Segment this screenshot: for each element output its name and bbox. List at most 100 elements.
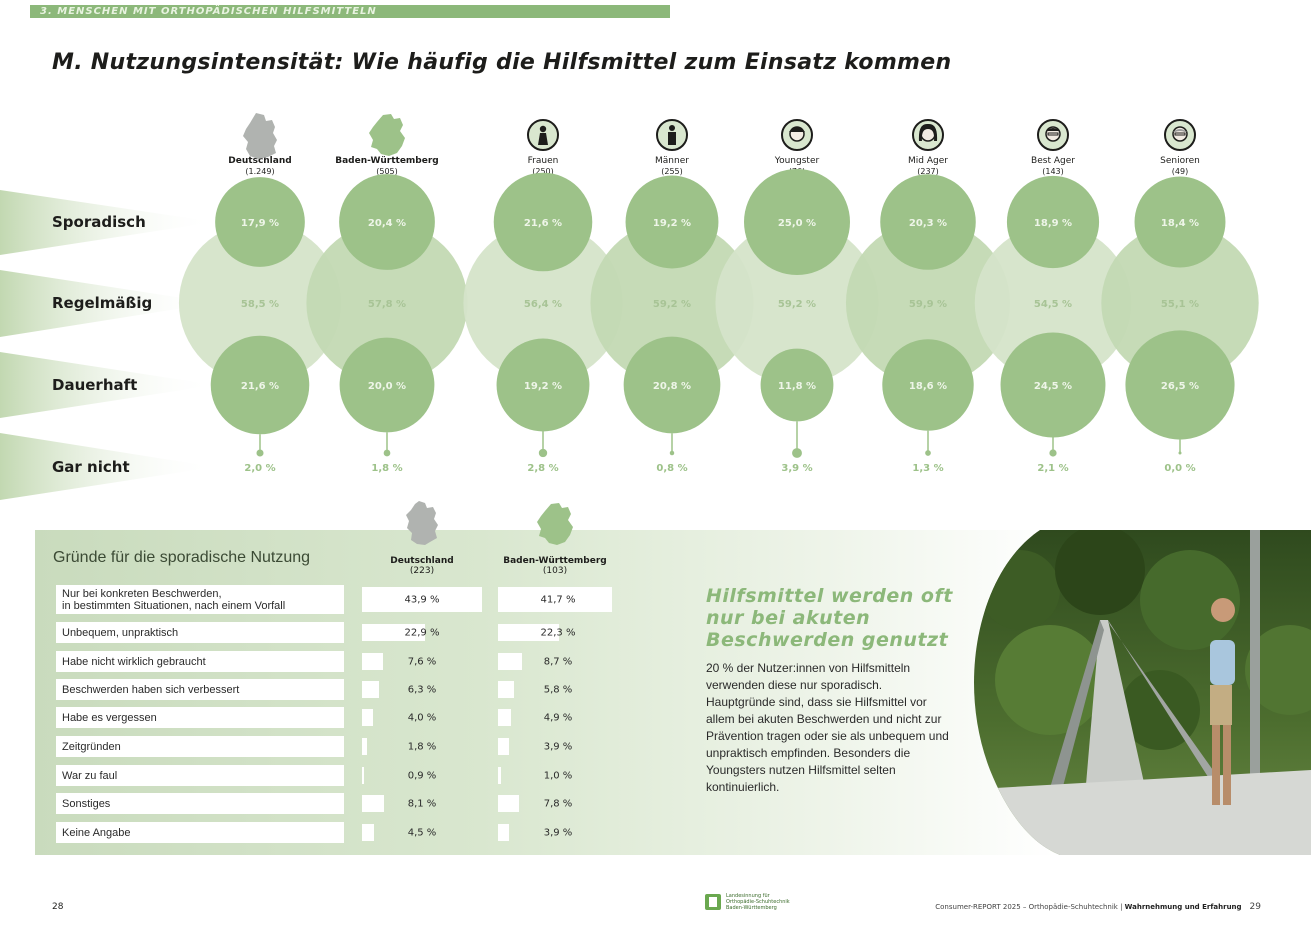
- col-head-n: (223): [409, 566, 435, 576]
- col-head-deutschland: Deutschland (223): [362, 556, 482, 576]
- reason-value: 7,8 %: [543, 798, 573, 809]
- logo-line: Landesinnung für: [726, 893, 770, 899]
- data-label: 59,2 %: [653, 299, 691, 310]
- footer-report: Consumer-REPORT 2025 – Orthopädie-Schuht…: [935, 902, 1261, 912]
- bubble: [493, 172, 593, 272]
- reason-value: 8,7 %: [543, 656, 573, 667]
- bubble: [760, 348, 834, 422]
- bubble: [880, 174, 976, 270]
- group-name: Baden-Württemberg: [335, 156, 439, 166]
- reason-bar-cell: 3,9 %: [498, 738, 618, 755]
- reason-row: Habe nicht wirklich gebraucht: [56, 651, 344, 672]
- category-label: Dauerhaft: [52, 376, 137, 394]
- reason-label: Zeitgründen: [62, 740, 121, 753]
- bubble: [383, 449, 391, 457]
- group-column: Baden-Württemberg(505) 20,4 % 57,8 % 20,0 %…: [306, 114, 468, 474]
- germany-map-icon: [243, 113, 277, 159]
- reason-label: Sonstiges: [62, 797, 111, 810]
- reason-bar: [362, 587, 482, 612]
- col-head-n: (103): [542, 566, 568, 576]
- data-label: 20,4 %: [368, 218, 406, 229]
- reason-row: Habe es vergessen: [56, 707, 344, 728]
- reasons-title: Gründe für die sporadische Nutzung: [53, 549, 311, 566]
- reason-bar-cell: 1,8 %: [362, 738, 482, 755]
- group-n: (255): [661, 167, 683, 176]
- reason-bar-cell: 5,8 %: [498, 681, 618, 698]
- data-label: 2,1 %: [1037, 463, 1068, 474]
- reason-bar-cell: 1,0 %: [498, 767, 618, 784]
- bw-map-icon: [369, 114, 405, 156]
- footer-report-bold: Wahrnehmung und Erfahrung: [1124, 903, 1242, 911]
- data-label: 59,9 %: [909, 299, 947, 310]
- footer-report-text: Consumer-REPORT 2025 – Orthopädie-Schuht…: [935, 903, 1125, 911]
- innung-logo: Landesinnung für Orthopädie-Schuhtechnik…: [705, 893, 790, 911]
- logo-line: Baden-Württemberg: [726, 905, 777, 911]
- page-number-left: 28: [52, 902, 64, 912]
- data-label: 59,2 %: [778, 299, 816, 310]
- group-name: Männer: [655, 156, 689, 166]
- col-head-bw: Baden-Württemberg (103): [495, 556, 615, 576]
- reason-row: Nur bei konkreten Beschwerden, in bestim…: [56, 585, 344, 614]
- col-head-label: Deutschland: [390, 556, 454, 566]
- data-label: 2,8 %: [527, 463, 558, 474]
- reason-bar: [498, 587, 612, 612]
- data-label: 1,8 %: [371, 463, 402, 474]
- reason-label: Habe es vergessen: [62, 711, 157, 724]
- data-label: 1,3 %: [912, 463, 943, 474]
- reason-row: Unbequem, unpraktisch: [56, 622, 344, 643]
- reason-label: Unbequem, unpraktisch: [62, 626, 179, 639]
- category-wedge-shape: [0, 352, 215, 418]
- reason-label: Habe nicht wirklich gebraucht: [62, 655, 206, 668]
- reason-value: 22,3 %: [540, 627, 576, 638]
- category-wedge-shape: [0, 190, 215, 255]
- data-label: 57,8 %: [368, 299, 406, 310]
- group-n: (143): [1042, 167, 1064, 176]
- bubble: [669, 450, 675, 456]
- reason-value: 8,1 %: [407, 798, 437, 809]
- bubble-chart: Sporadisch Regelmäßig Dauerhaft Gar nicht De…: [0, 113, 1259, 500]
- reason-bar: [362, 795, 385, 812]
- category-wedge: Regelmäßig: [0, 270, 215, 337]
- reason-bar: [498, 795, 520, 812]
- bubble: [210, 335, 310, 435]
- bubble: [744, 169, 850, 275]
- data-label: 18,9 %: [1034, 218, 1072, 229]
- reason-row: War zu faul: [56, 765, 344, 786]
- data-label: 20,0 %: [368, 381, 406, 392]
- group-n: (1.249): [245, 167, 274, 176]
- group-column: Youngster(76)25,0 %59,2 %11,8 %3,9 %: [715, 119, 879, 474]
- category-wedge-shape: [0, 270, 215, 337]
- data-label: 20,3 %: [909, 218, 947, 229]
- reason-bar-cell: 43,9 %: [362, 587, 482, 612]
- reason-bar: [498, 653, 522, 670]
- group-n: (250): [532, 167, 554, 176]
- data-label: 0,8 %: [656, 463, 687, 474]
- bubble: [1178, 451, 1182, 455]
- group-column: Best Ager(143) 18,9 % 54,5 % 24,5 % 2,1 %: [974, 119, 1132, 474]
- data-label: 55,1 %: [1161, 299, 1199, 310]
- group-n: (49): [1172, 167, 1188, 176]
- reason-bar: [362, 681, 380, 698]
- reason-bar-cell: 22,9 %: [362, 624, 482, 641]
- data-label: 56,4 %: [524, 299, 562, 310]
- bubble: [215, 177, 305, 267]
- reason-bar: [362, 653, 383, 670]
- reason-bar-cell: 41,7 %: [498, 587, 618, 612]
- data-label: 3,9 %: [781, 463, 812, 474]
- reason-value: 5,8 %: [543, 684, 573, 695]
- bubble: [974, 224, 1132, 382]
- bubble: [1125, 330, 1235, 440]
- reason-label: Keine Angabe: [62, 826, 131, 839]
- reason-bar: [498, 767, 501, 784]
- youngster-avatar-icon: [781, 119, 813, 151]
- woman-icon: [527, 119, 559, 151]
- reason-bar: [498, 681, 514, 698]
- data-label: 21,6 %: [524, 218, 562, 229]
- group-column: Mid Ager(237) 20,3 % 59,9 % 18,6 % 1,3 %: [845, 119, 1011, 474]
- bubble: [256, 449, 264, 457]
- reason-value: 41,7 %: [540, 594, 576, 605]
- data-label: 11,8 %: [778, 381, 816, 392]
- best-ager-avatar-icon: [1037, 119, 1069, 151]
- senior-avatar-icon: [1164, 119, 1196, 151]
- category-wedge: Dauerhaft: [0, 352, 215, 418]
